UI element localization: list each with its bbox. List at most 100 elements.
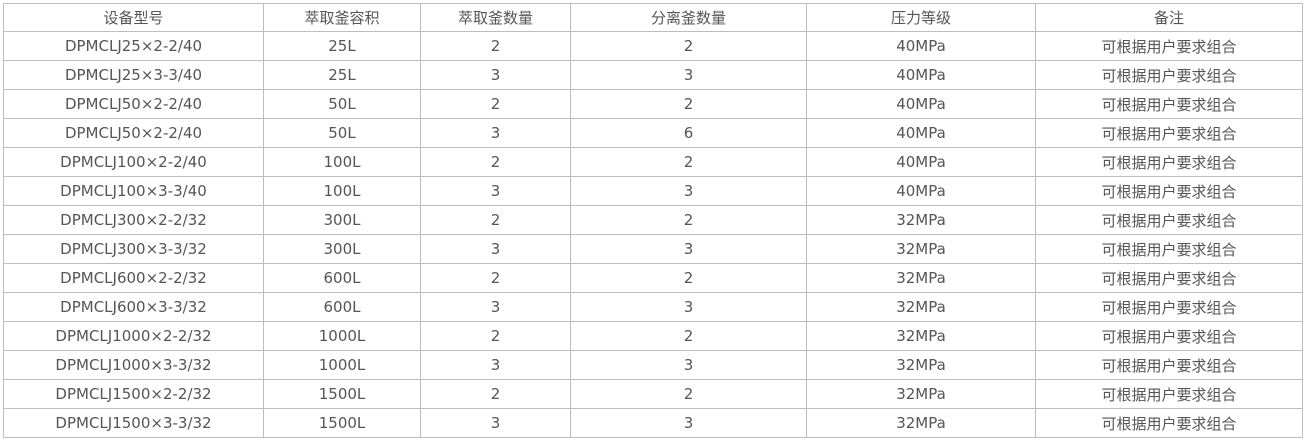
cell-pressure-rating: 32MPa [806,321,1036,351]
cell-remarks: 可根据用户要求组合 [1035,379,1303,409]
cell-extraction-vessel-count: 3 [420,350,571,380]
cell-model: DPMCLJ25×2-2/40 [3,31,264,61]
cell-separation-vessel-count: 3 [570,234,807,264]
cell-extraction-vessel-count: 3 [420,292,571,322]
cell-separation-vessel-count: 2 [570,379,807,409]
cell-pressure-rating: 40MPa [806,31,1036,61]
cell-model: DPMCLJ1000×3-3/32 [3,350,264,380]
cell-remarks: 可根据用户要求组合 [1035,205,1303,235]
cell-extraction-vessel-volume: 100L [263,147,421,177]
cell-extraction-vessel-count: 3 [420,118,571,148]
table-row: DPMCLJ1500×3-3/32 1500L 3 3 32MPa 可根据用户要求组合 [3,408,1303,438]
cell-extraction-vessel-volume: 1500L [263,379,421,409]
column-header-extraction-vessel-count: 萃取釜数量 [420,3,571,32]
table-row: DPMCLJ25×3-3/40 25L 3 3 40MPa 可根据用户要求组合 [3,60,1303,90]
cell-separation-vessel-count: 3 [570,350,807,380]
header-row: 设备型号 萃取釜容积 萃取釜数量 分离釜数量 压力等级 备注 [3,3,1303,32]
cell-pressure-rating: 40MPa [806,118,1036,148]
table-row: DPMCLJ600×3-3/32 600L 3 3 32MPa 可根据用户要求组合 [3,292,1303,322]
cell-separation-vessel-count: 3 [570,408,807,438]
equipment-spec-table: 设备型号 萃取釜容积 萃取釜数量 分离釜数量 压力等级 备注 DPMCLJ25×2-2/4… [3,3,1303,438]
cell-separation-vessel-count: 2 [570,89,807,119]
cell-extraction-vessel-count: 2 [420,379,571,409]
cell-pressure-rating: 32MPa [806,292,1036,322]
cell-extraction-vessel-count: 3 [420,60,571,90]
table-row: DPMCLJ1000×3-3/32 1000L 3 3 32MPa 可根据用户要求组合 [3,350,1303,380]
cell-extraction-vessel-count: 2 [420,147,571,177]
table-row: DPMCLJ100×2-2/40 100L 2 2 40MPa 可根据用户要求组合 [3,147,1303,177]
cell-model: DPMCLJ600×3-3/32 [3,292,264,322]
cell-extraction-vessel-volume: 25L [263,31,421,61]
cell-pressure-rating: 40MPa [806,89,1036,119]
cell-extraction-vessel-volume: 600L [263,292,421,322]
cell-model: DPMCLJ300×3-3/32 [3,234,264,264]
cell-separation-vessel-count: 3 [570,60,807,90]
cell-remarks: 可根据用户要求组合 [1035,321,1303,351]
cell-model: DPMCLJ50×2-2/40 [3,118,264,148]
cell-pressure-rating: 32MPa [806,263,1036,293]
cell-separation-vessel-count: 2 [570,147,807,177]
table-row: DPMCLJ100×3-3/40 100L 3 3 40MPa 可根据用户要求组合 [3,176,1303,206]
table-row: DPMCLJ300×3-3/32 300L 3 3 32MPa 可根据用户要求组合 [3,234,1303,264]
table-row: DPMCLJ300×2-2/32 300L 2 2 32MPa 可根据用户要求组合 [3,205,1303,235]
cell-model: DPMCLJ100×2-2/40 [3,147,264,177]
cell-separation-vessel-count: 3 [570,292,807,322]
cell-remarks: 可根据用户要求组合 [1035,89,1303,119]
cell-model: DPMCLJ25×3-3/40 [3,60,264,90]
cell-extraction-vessel-volume: 50L [263,89,421,119]
cell-remarks: 可根据用户要求组合 [1035,60,1303,90]
cell-extraction-vessel-count: 2 [420,31,571,61]
cell-extraction-vessel-count: 2 [420,205,571,235]
cell-extraction-vessel-volume: 600L [263,263,421,293]
table-row: DPMCLJ50×2-2/40 50L 3 6 40MPa 可根据用户要求组合 [3,118,1303,148]
cell-model: DPMCLJ1500×3-3/32 [3,408,264,438]
cell-extraction-vessel-count: 2 [420,263,571,293]
cell-extraction-vessel-count: 3 [420,408,571,438]
cell-remarks: 可根据用户要求组合 [1035,118,1303,148]
cell-remarks: 可根据用户要求组合 [1035,292,1303,322]
table-row: DPMCLJ1000×2-2/32 1000L 2 2 32MPa 可根据用户要求组合 [3,321,1303,351]
cell-remarks: 可根据用户要求组合 [1035,31,1303,61]
cell-separation-vessel-count: 6 [570,118,807,148]
table-row: DPMCLJ1500×2-2/32 1500L 2 2 32MPa 可根据用户要求组合 [3,379,1303,409]
cell-remarks: 可根据用户要求组合 [1035,176,1303,206]
cell-model: DPMCLJ600×2-2/32 [3,263,264,293]
cell-extraction-vessel-volume: 50L [263,118,421,148]
cell-remarks: 可根据用户要求组合 [1035,350,1303,380]
cell-extraction-vessel-volume: 300L [263,234,421,264]
cell-remarks: 可根据用户要求组合 [1035,408,1303,438]
cell-pressure-rating: 32MPa [806,234,1036,264]
table-row: DPMCLJ25×2-2/40 25L 2 2 40MPa 可根据用户要求组合 [3,31,1303,61]
table-row: DPMCLJ50×2-2/40 50L 2 2 40MPa 可根据用户要求组合 [3,89,1303,119]
cell-separation-vessel-count: 2 [570,31,807,61]
cell-extraction-vessel-volume: 300L [263,205,421,235]
column-header-separation-vessel-count: 分离釜数量 [570,3,807,32]
cell-pressure-rating: 32MPa [806,408,1036,438]
cell-remarks: 可根据用户要求组合 [1035,263,1303,293]
cell-separation-vessel-count: 3 [570,176,807,206]
cell-model: DPMCLJ1000×2-2/32 [3,321,264,351]
cell-pressure-rating: 32MPa [806,379,1036,409]
cell-extraction-vessel-count: 2 [420,89,571,119]
cell-extraction-vessel-volume: 1500L [263,408,421,438]
cell-extraction-vessel-volume: 1000L [263,321,421,351]
cell-extraction-vessel-count: 3 [420,176,571,206]
column-header-model: 设备型号 [3,3,264,32]
cell-extraction-vessel-volume: 100L [263,176,421,206]
column-header-pressure-rating: 压力等级 [806,3,1036,32]
cell-separation-vessel-count: 2 [570,263,807,293]
cell-pressure-rating: 32MPa [806,350,1036,380]
cell-extraction-vessel-count: 3 [420,234,571,264]
cell-model: DPMCLJ300×2-2/32 [3,205,264,235]
cell-extraction-vessel-volume: 1000L [263,350,421,380]
cell-pressure-rating: 40MPa [806,176,1036,206]
cell-separation-vessel-count: 2 [570,321,807,351]
cell-model: DPMCLJ50×2-2/40 [3,89,264,119]
cell-separation-vessel-count: 2 [570,205,807,235]
cell-extraction-vessel-volume: 25L [263,60,421,90]
column-header-remarks: 备注 [1035,3,1303,32]
column-header-extraction-vessel-volume: 萃取釜容积 [263,3,421,32]
table-row: DPMCLJ600×2-2/32 600L 2 2 32MPa 可根据用户要求组合 [3,263,1303,293]
cell-extraction-vessel-count: 2 [420,321,571,351]
cell-model: DPMCLJ100×3-3/40 [3,176,264,206]
